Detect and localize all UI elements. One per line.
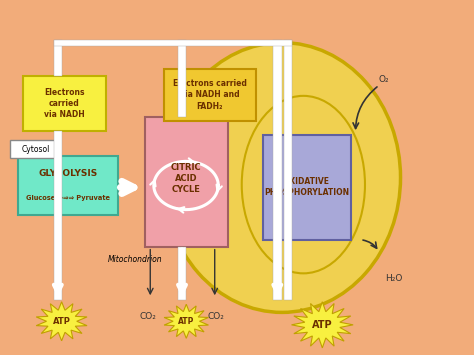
Text: CO₂: CO₂ (207, 312, 224, 321)
FancyBboxPatch shape (164, 69, 256, 121)
FancyBboxPatch shape (145, 117, 228, 247)
FancyBboxPatch shape (178, 40, 186, 117)
Text: Glucose ⇒⇒⇒ Pyruvate: Glucose ⇒⇒⇒ Pyruvate (26, 195, 110, 201)
FancyBboxPatch shape (178, 247, 186, 300)
Ellipse shape (164, 43, 401, 312)
Text: CITRIC
ACID
CYCLE: CITRIC ACID CYCLE (171, 163, 201, 194)
FancyBboxPatch shape (263, 135, 351, 240)
FancyBboxPatch shape (23, 76, 106, 131)
Text: CO₂: CO₂ (140, 312, 157, 321)
FancyBboxPatch shape (18, 156, 118, 215)
Text: Cytosol: Cytosol (21, 144, 49, 154)
Text: GLYCOLYSIS: GLYCOLYSIS (38, 169, 98, 178)
Text: ATP: ATP (178, 317, 194, 326)
Text: Electrons carried
via NADH and
FADH₂: Electrons carried via NADH and FADH₂ (173, 80, 246, 110)
Polygon shape (292, 302, 353, 348)
FancyBboxPatch shape (273, 40, 282, 300)
Text: Mitochondrion: Mitochondrion (108, 255, 163, 264)
FancyBboxPatch shape (54, 40, 292, 46)
Text: OXIDATIVE
PHOSPHORYLATION: OXIDATIVE PHOSPHORYLATION (264, 177, 349, 197)
FancyBboxPatch shape (54, 40, 62, 76)
Text: O₂: O₂ (379, 75, 389, 84)
Polygon shape (164, 304, 209, 338)
FancyBboxPatch shape (54, 131, 62, 300)
Text: ATP: ATP (53, 317, 71, 326)
FancyBboxPatch shape (284, 40, 292, 300)
Polygon shape (36, 302, 87, 341)
Text: ATP: ATP (312, 320, 333, 330)
FancyBboxPatch shape (10, 140, 60, 158)
Text: Electrons
carried
via NADH: Electrons carried via NADH (44, 88, 84, 119)
Text: H₂O: H₂O (385, 274, 402, 283)
